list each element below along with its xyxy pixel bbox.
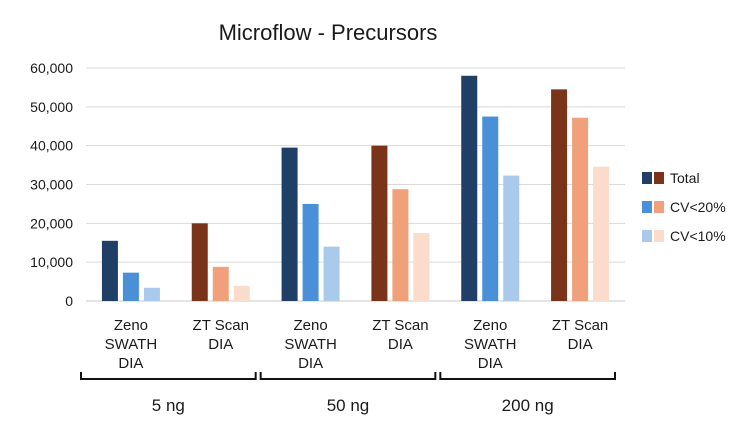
x-category-label-line: SWATH — [464, 336, 517, 353]
bar-total — [101, 240, 118, 301]
legend: Total CV<20% CV<10% — [642, 170, 726, 244]
y-tick-label: 60,000 — [30, 60, 73, 76]
chart-title: Microflow - Precursors — [219, 20, 438, 45]
bar-cv-10- — [143, 287, 160, 301]
bar-total — [461, 75, 478, 302]
bar-cv-20- — [482, 116, 499, 302]
bar-total — [191, 223, 208, 301]
group-bracket — [80, 372, 257, 380]
x-category-label-line: DIA — [568, 336, 593, 353]
group-bracket — [259, 372, 437, 380]
y-tick-label: 50,000 — [30, 99, 73, 115]
x-category-label: Zeno SWATH DIA — [284, 317, 337, 372]
bar-cv-20- — [212, 266, 229, 301]
x-category-label-line: DIA — [118, 355, 143, 372]
group-label: 50 ng — [327, 396, 370, 415]
bar-cv-10- — [503, 175, 520, 301]
group-label: 5 ng — [152, 396, 185, 415]
legend-label: CV<10% — [670, 228, 726, 244]
x-category-label-line: SWATH — [284, 336, 337, 353]
bar-total — [551, 89, 568, 301]
bars — [101, 75, 610, 302]
x-category-label: ZT Scan DIA — [193, 317, 249, 353]
x-category-label: Zeno SWATH DIA — [105, 317, 158, 372]
legend-swatch — [654, 201, 664, 213]
y-tick-label: 10,000 — [30, 254, 73, 270]
x-category-label-line: ZT Scan — [372, 317, 428, 334]
x-category-label-line: Zeno — [473, 317, 507, 334]
x-category-label: ZT Scan DIA — [552, 317, 608, 353]
x-category-label-line: SWATH — [105, 336, 158, 353]
legend-swatch — [642, 201, 652, 213]
y-tick-label: 30,000 — [30, 177, 73, 193]
legend-swatch — [642, 230, 652, 242]
x-category-label-line: DIA — [388, 336, 413, 353]
gridlines — [86, 67, 625, 302]
x-category-label-line: Zeno — [293, 317, 327, 334]
y-tick-label: 20,000 — [30, 215, 73, 231]
bar-cv-10- — [413, 233, 430, 301]
bar-total — [281, 147, 298, 301]
legend-label: Total — [670, 170, 700, 186]
legend-swatch — [654, 230, 664, 242]
bar-cv-10- — [323, 246, 340, 301]
group-brackets: 5 ng 50 ng 200 ng — [80, 372, 616, 415]
x-category-label: Zeno SWATH DIA — [464, 317, 517, 372]
y-tick-label: 0 — [65, 293, 73, 309]
x-category-label-line: ZT Scan — [193, 317, 249, 334]
x-category-label-line: DIA — [478, 355, 503, 372]
group-label: 200 ng — [502, 396, 554, 415]
x-category-label-line: DIA — [208, 336, 233, 353]
x-category-label: ZT Scan DIA — [372, 317, 428, 353]
legend-label: CV<20% — [670, 199, 726, 215]
bar-cv-20- — [122, 272, 139, 301]
y-tick-label: 40,000 — [30, 138, 73, 154]
x-category-label-line: ZT Scan — [552, 317, 608, 334]
x-category-label-line: Zeno — [114, 317, 148, 334]
legend-swatch — [654, 172, 664, 184]
bar-total — [371, 145, 388, 301]
y-axis: 0 10,000 20,000 30,000 40,000 50,000 60,000 — [30, 60, 73, 309]
legend-swatch — [642, 172, 652, 184]
bar-cv-10- — [233, 285, 250, 301]
x-category-label-line: DIA — [298, 355, 323, 372]
bar-cv-20- — [572, 117, 589, 301]
bar-cv-10- — [593, 166, 610, 301]
bar-cv-20- — [392, 189, 409, 301]
bar-cv-20- — [302, 203, 319, 301]
group-bracket — [439, 372, 616, 380]
